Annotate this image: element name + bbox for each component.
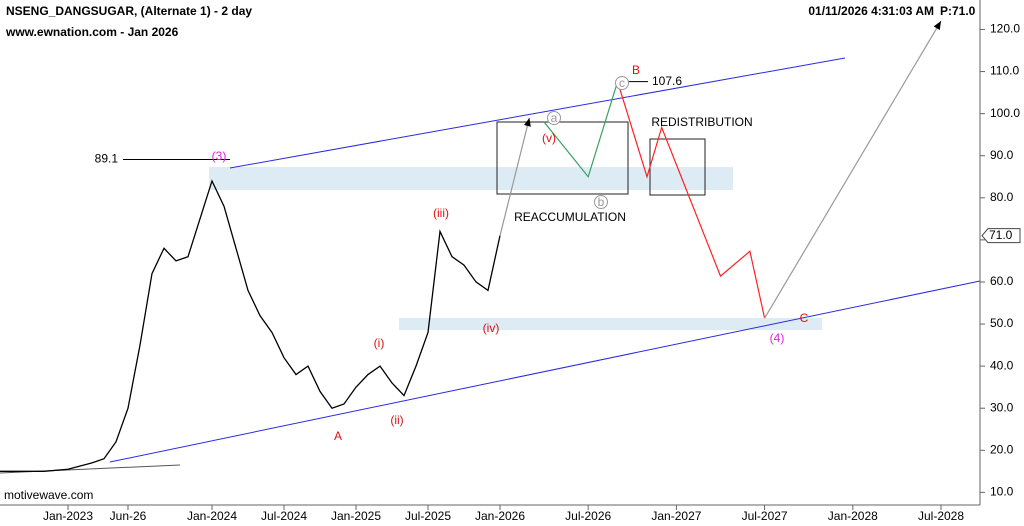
wave-circle — [615, 76, 629, 90]
x-tick-label: Jan-2024 — [187, 509, 237, 523]
chart-subtitle: www.ewnation.com - Jan 2026 — [5, 25, 179, 39]
box-label: REACCUMULATION — [514, 210, 626, 224]
x-tick-label: Jul-2025 — [405, 509, 451, 523]
y-tick-label: 20.0 — [990, 442, 1014, 456]
wave-label: (3) — [212, 149, 227, 163]
y-tick-label: 90.0 — [990, 148, 1014, 162]
price-line — [0, 179, 501, 472]
y-tick-label: 30.0 — [990, 400, 1014, 414]
wave-label: C — [800, 311, 809, 325]
x-tick-label: Jan-2026 — [475, 509, 525, 523]
wave-label: B — [632, 63, 640, 77]
last-price-box — [981, 228, 1021, 244]
level-label: 89.1 — [95, 152, 119, 166]
y-tick-label: 110.0 — [990, 64, 1019, 78]
wave-label: (iv) — [483, 321, 500, 335]
y-tick-label: 40.0 — [990, 358, 1014, 372]
wave-label: (v) — [542, 131, 556, 145]
price-line — [617, 81, 766, 319]
level-label: 107.6 — [652, 74, 682, 88]
wave-label: c — [619, 76, 625, 90]
price-line — [764, 20, 942, 319]
last-price-label: 71.0 — [989, 228, 1013, 242]
wave-label: (i) — [374, 336, 385, 350]
resistance-zone — [209, 167, 733, 190]
wave-label: (ii) — [390, 413, 403, 427]
wave-circle — [547, 111, 561, 125]
price-readout: P:71.0 — [940, 4, 976, 18]
arrow-head — [523, 117, 531, 127]
y-tick-label: 80.0 — [990, 190, 1014, 204]
upper-channel — [229, 57, 846, 169]
box-label: REDISTRIBUTION — [651, 115, 752, 129]
wave-label: (4) — [770, 331, 785, 345]
y-tick-label: 50.0 — [990, 316, 1014, 330]
x-tick-label: Jul-2024 — [261, 509, 307, 523]
support-zone — [399, 318, 822, 330]
wave-label: a — [551, 111, 558, 125]
chart-title: NSENG_DANGSUGAR, (Alternate 1) - 2 day — [6, 4, 252, 18]
wave-label: b — [598, 195, 605, 209]
wave-label: A — [334, 429, 342, 443]
x-tick-label: Jun-26 — [110, 509, 147, 523]
y-tick-label: 100.0 — [990, 106, 1020, 120]
x-tick-label: Jan-2027 — [651, 509, 701, 523]
x-tick-label: Jul-2028 — [918, 509, 964, 523]
y-tick-label: 60.0 — [990, 274, 1014, 288]
price-line — [499, 117, 530, 236]
y-tick-label: 10.0 — [990, 485, 1014, 499]
x-tick-label: Jul-2027 — [742, 509, 788, 523]
wave-label: (iii) — [433, 206, 449, 220]
wave-circle — [594, 195, 608, 209]
x-tick-label: Jan-2028 — [828, 509, 878, 523]
arrow-head — [933, 21, 941, 30]
x-tick-label: Jan-2023 — [43, 509, 93, 523]
y-tick-label: 120.0 — [990, 22, 1020, 36]
source: motivewave.com — [4, 488, 93, 502]
x-tick-label: Jan-2025 — [331, 509, 381, 523]
price-line — [543, 81, 619, 179]
reaccumulation-box — [496, 121, 629, 195]
lower-channel — [109, 280, 981, 463]
timestamp: 01/11/2026 4:31:03 AM — [808, 4, 934, 18]
x-tick-label: Jul-2026 — [565, 509, 611, 523]
